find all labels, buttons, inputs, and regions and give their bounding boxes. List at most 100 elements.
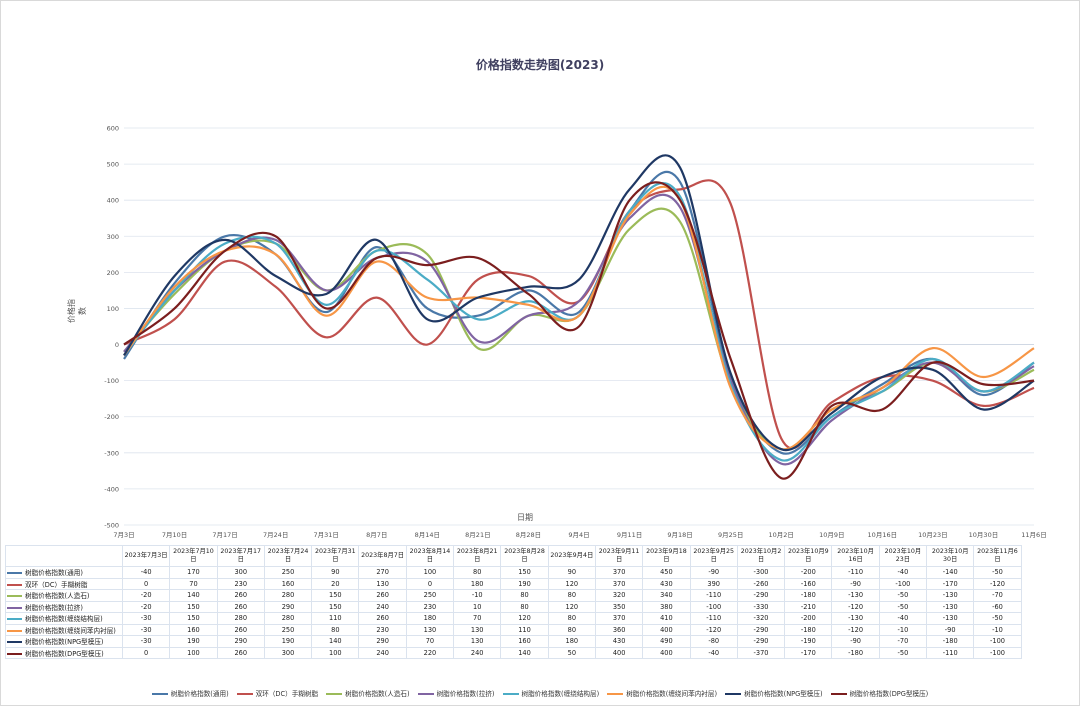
x-tick-label: 8月21日 [465, 531, 490, 539]
table-cell: 240 [358, 600, 407, 613]
table-date-header: 2023年8月21日 [453, 545, 502, 567]
table-cell: 90 [547, 566, 596, 579]
y-tick-label: -500 [104, 522, 119, 530]
table-cell: -370 [736, 646, 786, 659]
table-cell: 230 [405, 600, 455, 613]
table-cell: 250 [405, 589, 455, 602]
series-name-text: 树脂价格指数(人造石) [25, 592, 90, 601]
table-cell: -10 [973, 623, 1022, 636]
table-cell: -290 [736, 635, 786, 648]
table-row: 树脂价格指数(拉挤) -20 150 260 290 150 240 230 10 80 120 35… [5, 600, 1022, 613]
legend-item: 双环（DC）手糊树脂 [236, 688, 318, 698]
table-cell: 160 [500, 635, 549, 648]
table-date-header: 2023年10月9日 [784, 545, 833, 567]
table-cell: -120 [689, 623, 738, 636]
table-cell: -180 [784, 589, 833, 602]
table-cell: 430 [594, 635, 644, 648]
table-cell: -40 [689, 646, 738, 659]
table-cell: -70 [973, 589, 1022, 602]
table-date-header: 2023年10月16日 [831, 545, 880, 567]
table-date-header: 2023年9月4日 [547, 545, 596, 567]
table-cell: 80 [453, 566, 502, 579]
legend-swatch [830, 693, 847, 695]
table-cell: -180 [831, 646, 880, 659]
table-cell: 280 [263, 589, 313, 602]
series-swatch [7, 595, 22, 598]
table-cell: 250 [263, 566, 313, 579]
table-cell: 220 [405, 646, 455, 659]
table-date-header: 2023年9月11日 [594, 545, 644, 567]
table-cell: 190 [169, 635, 218, 648]
x-tick-label: 9月18日 [667, 531, 692, 539]
table-cell: -190 [784, 635, 833, 648]
table-cell: 450 [642, 566, 691, 579]
y-tick-label: 500 [107, 161, 119, 169]
table-cell: -180 [784, 623, 833, 636]
table-cell: 260 [216, 623, 265, 636]
table-cell: -290 [736, 623, 786, 636]
table-cell: 110 [500, 623, 549, 636]
x-tick-label: 7月31日 [314, 531, 339, 539]
table-cell: -110 [831, 566, 880, 579]
series-line [123, 193, 1035, 466]
table-date-header: 2023年11月6日 [973, 545, 1022, 567]
table-cell: -330 [736, 600, 786, 613]
table-cell: 400 [642, 623, 691, 636]
table-series-name: 树脂价格指数(通用) [5, 566, 123, 579]
y-tick-label: 100 [107, 305, 119, 313]
table-series-name: 双环（DC）手糊树脂 [5, 577, 123, 590]
table-row: 树脂价格指数(通用) -40 170 300 250 90 270 100 80 150 90 370… [5, 566, 1022, 579]
chart-title: 价格指数走势图(2023) [475, 58, 605, 72]
table-cell: 390 [689, 577, 738, 590]
grid-lines [124, 127, 1034, 526]
table-cell: -120 [973, 577, 1022, 590]
table-row: 双环（DC）手糊树脂 0 70 230 160 20 130 0 180 190 120 370 430… [5, 577, 1022, 590]
table-cell: 130 [405, 623, 455, 636]
series-line [123, 154, 1035, 452]
table-cell: -110 [689, 612, 738, 625]
table-cell: 400 [642, 646, 691, 659]
legend-item: 树脂价格指数(缠绕结构层) [502, 688, 599, 698]
series-name-text: 树脂价格指数(缠绕间苯内衬层) [25, 626, 116, 635]
table-cell: 250 [263, 623, 313, 636]
legend-item: 树脂价格指数(NPG型模压) [725, 688, 823, 698]
legend-label: 树脂价格指数(拉挤) [436, 690, 495, 698]
table-cell: 280 [216, 612, 265, 625]
table-cell: 150 [169, 612, 218, 625]
table-cell: 140 [169, 589, 218, 602]
table-cell: 370 [594, 566, 644, 579]
table-cell: 260 [358, 612, 407, 625]
legend-item: 树脂价格指数(人造石) [326, 688, 410, 698]
table-date-header: 2023年10月30日 [926, 545, 975, 567]
series-swatch [7, 641, 22, 644]
y-tick-label: -300 [104, 449, 119, 457]
table-cell: -300 [736, 566, 786, 579]
legend-label: 树脂价格指数(NPG型模压) [744, 690, 823, 698]
legend-swatch [607, 693, 624, 695]
y-tick-label: 200 [107, 269, 119, 277]
table-cell: -120 [831, 600, 880, 613]
table-cell: 370 [594, 577, 644, 590]
chart-legend: 树脂价格指数(通用) 双环（DC）手糊树脂 树脂价格指数(人造石) 树脂价格指数(拉挤… [0, 688, 1080, 698]
table-cell: 150 [500, 566, 549, 579]
table-cell: -20 [121, 589, 171, 602]
table-cell: -40 [878, 566, 928, 579]
y-tick-label: 300 [107, 233, 119, 241]
series-swatch [7, 606, 22, 609]
table-cell: 100 [405, 566, 455, 579]
table-series-name: 树脂价格指数(缠绕结构层) [5, 612, 123, 625]
series-lines [123, 154, 1035, 480]
table-cell: 490 [642, 635, 691, 648]
x-tick-label: 7月24日 [263, 531, 288, 539]
table-cell: -90 [689, 566, 738, 579]
table-cell: 120 [547, 577, 596, 590]
table-corner-cell [5, 545, 123, 567]
table-cell: 290 [358, 635, 407, 648]
line-chart-plot: -500-400-300-200-1000100200300400500600 … [104, 125, 1046, 540]
series-name-text: 树脂价格指数(DPG型模压) [25, 649, 104, 658]
table-cell: -50 [878, 600, 928, 613]
table-cell: 280 [263, 612, 313, 625]
legend-swatch [151, 693, 168, 695]
x-tick-label: 8月7日 [366, 531, 387, 539]
table-cell: 140 [500, 646, 549, 659]
